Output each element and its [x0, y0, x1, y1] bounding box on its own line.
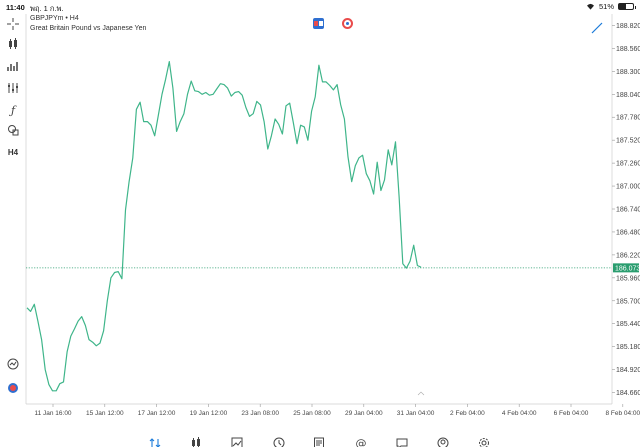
- y-tick-label: 188.040: [616, 92, 640, 99]
- x-tick-label: 19 Jan 12:00: [190, 410, 228, 417]
- y-tick-label: 187.260: [616, 161, 640, 168]
- battery-icon: [618, 3, 636, 10]
- nav-history[interactable]: ประวัติ: [259, 437, 299, 447]
- nav-account[interactable]: บัญชี: [423, 437, 463, 447]
- y-tick-label: 188.300: [616, 69, 640, 76]
- x-tick-label: 2 Feb 04:00: [450, 410, 485, 417]
- battery-percent: 51%: [598, 2, 614, 11]
- x-tick-label: 29 Jan 04:00: [345, 410, 383, 417]
- x-tick-label: 6 Feb 04:00: [554, 410, 589, 417]
- x-tick-label: 23 Jan 08:00: [241, 410, 279, 417]
- objects-icon[interactable]: [5, 80, 21, 96]
- settings-icon: [478, 437, 490, 447]
- status-right: 51%: [586, 2, 636, 11]
- mailbox-icon: @: [355, 437, 367, 447]
- indicators-icon[interactable]: [5, 58, 21, 74]
- status-bar: 11:40 พฤ. 1 ก.พ. 51%: [0, 0, 640, 14]
- trade-icon: [231, 437, 243, 447]
- nav-quotes[interactable]: ราคา: [135, 437, 175, 447]
- x-tick-label: 17 Jan 12:00: [138, 410, 176, 417]
- x-tick-label: 15 Jan 12:00: [86, 410, 124, 417]
- x-tick-label: 8 Feb 04:00: [605, 410, 640, 417]
- signals-icon[interactable]: [342, 18, 353, 29]
- chart-toolbar: ƒ H4: [0, 14, 26, 404]
- news-icon: [313, 437, 325, 447]
- x-tick-label: 31 Jan 04:00: [397, 410, 435, 417]
- timeframe-button[interactable]: H4: [7, 147, 19, 157]
- function-icon[interactable]: ƒ: [10, 103, 16, 117]
- y-tick-label: 184.920: [616, 367, 640, 374]
- y-tick-label: 185.700: [616, 298, 640, 305]
- nav-trade[interactable]: การซื้อขาย: [217, 437, 257, 447]
- chart-quick-icons: [313, 18, 353, 29]
- y-tick-label: 187.000: [616, 184, 640, 191]
- one-click-trading-icon[interactable]: [313, 18, 324, 29]
- y-tick-label: 188.560: [616, 46, 640, 53]
- y-tick-label: 185.440: [616, 321, 640, 328]
- y-tick-label: 184.660: [616, 390, 640, 397]
- y-tick-label: 187.520: [616, 138, 640, 145]
- nav-news[interactable]: ข่าว: [299, 437, 339, 447]
- trendline-icon[interactable]: [591, 22, 603, 34]
- svg-text:@: @: [356, 437, 367, 447]
- y-tick-label: 185.180: [616, 344, 640, 351]
- x-tick-label: 25 Jan 08:00: [293, 410, 331, 417]
- candles-icon[interactable]: [5, 36, 21, 52]
- symbol-timeframe: GBPJPYm • H4: [30, 15, 79, 22]
- crosshair-icon[interactable]: [5, 16, 21, 32]
- status-time: 11:40: [6, 3, 25, 12]
- nav-chart[interactable]: กราฟ: [176, 437, 216, 447]
- chart-icon: [190, 437, 202, 447]
- shapes-icon[interactable]: [5, 122, 21, 138]
- y-tick-label: 187.780: [616, 115, 640, 122]
- quotes-icon: [149, 437, 161, 447]
- history-icon: [273, 437, 285, 447]
- x-tick-label: 11 Jan 16:00: [34, 410, 71, 417]
- current-price-marker: [613, 263, 639, 273]
- y-tick-label: 186.740: [616, 207, 640, 214]
- account-icon: [437, 437, 449, 447]
- nav-mailbox[interactable]: @กล่องจดหมาย: [341, 437, 381, 447]
- nav-chat[interactable]: แชท: [382, 437, 422, 447]
- status-date: พฤ. 1 ก.พ.: [30, 4, 64, 13]
- price-series-line: [26, 61, 422, 392]
- y-tick-label: 186.480: [616, 229, 640, 236]
- chart-zoom-icon[interactable]: [5, 356, 21, 372]
- symbol-description: Great Britain Pound vs Japanese Yen: [30, 25, 147, 32]
- scroll-position-marker: [417, 391, 425, 396]
- x-tick-label: 4 Feb 04:00: [502, 410, 537, 417]
- chat-icon: [396, 437, 408, 447]
- y-tick-label: 188.820: [616, 23, 640, 30]
- trade-panel-icon[interactable]: [5, 380, 21, 396]
- nav-settings[interactable]: การตั้งค่า: [464, 437, 504, 447]
- wifi-icon: [586, 3, 594, 10]
- y-tick-label: 185.960: [616, 275, 640, 282]
- chart-header: GBPJPYm • H4 Great Britain Pound vs Japa…: [30, 14, 146, 34]
- current-price-label: 186.073: [615, 265, 640, 272]
- y-tick-label: 186.220: [616, 252, 640, 259]
